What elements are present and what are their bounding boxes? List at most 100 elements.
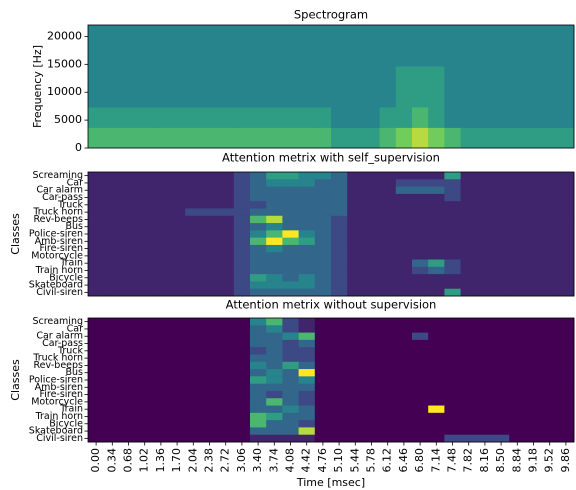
heatmap-cell bbox=[541, 383, 559, 392]
heatmap-cell bbox=[428, 376, 445, 385]
heatmap-cell bbox=[331, 45, 348, 67]
heatmap-cell bbox=[282, 193, 299, 202]
heatmap-cell bbox=[363, 201, 380, 209]
heatmap-cell bbox=[266, 259, 283, 268]
heatmap-cell bbox=[460, 259, 478, 268]
heatmap-cell bbox=[314, 369, 332, 377]
heatmap-cell bbox=[363, 107, 380, 128]
heatmap-cell bbox=[557, 127, 575, 149]
heatmap-cell bbox=[476, 45, 494, 67]
heatmap-cell bbox=[233, 390, 251, 399]
heatmap-cell bbox=[282, 186, 299, 195]
heatmap-cell bbox=[250, 405, 267, 414]
heatmap-cell bbox=[250, 318, 267, 326]
heatmap-cell bbox=[525, 376, 542, 385]
heatmap-cell bbox=[152, 420, 170, 428]
heatmap-cell bbox=[250, 339, 267, 348]
heatmap-cell bbox=[476, 86, 494, 108]
heatmap-cell bbox=[169, 208, 186, 217]
heatmap-cell bbox=[331, 347, 348, 355]
heatmap-cell bbox=[233, 376, 251, 385]
heatmap-cell bbox=[201, 208, 218, 217]
heatmap-cell bbox=[233, 266, 251, 275]
heatmap-cell bbox=[185, 361, 202, 370]
heatmap-cell bbox=[104, 383, 121, 392]
heatmap-cell bbox=[541, 434, 559, 443]
heatmap-cell bbox=[217, 172, 235, 180]
heatmap-cell bbox=[493, 107, 510, 128]
heatmap-cell bbox=[120, 237, 137, 246]
heatmap-cell bbox=[476, 244, 494, 253]
heatmap-cell bbox=[428, 274, 445, 282]
heatmap-cell bbox=[266, 347, 283, 355]
heatmap-cell bbox=[152, 390, 170, 399]
heatmap-cell bbox=[509, 369, 526, 377]
heatmap-cell bbox=[136, 332, 154, 341]
heatmap-cell bbox=[412, 237, 429, 246]
heatmap-cell bbox=[169, 405, 186, 414]
heatmap-cell bbox=[557, 193, 575, 202]
heatmap-cell bbox=[298, 420, 316, 428]
heatmap-cell bbox=[120, 230, 137, 239]
heatmap-cell bbox=[104, 252, 121, 260]
heatmap-cell bbox=[266, 201, 283, 209]
heatmap-cell bbox=[509, 354, 526, 363]
heatmap-cell bbox=[314, 361, 332, 370]
panel-title: Attention metrix without supervision bbox=[226, 298, 437, 312]
heatmap-cell bbox=[541, 318, 559, 326]
heatmap-cell bbox=[266, 252, 283, 260]
heatmap-cell bbox=[412, 354, 429, 363]
heatmap-cell bbox=[493, 66, 510, 87]
heatmap-cell bbox=[331, 369, 348, 377]
heatmap-cell bbox=[395, 332, 413, 341]
heatmap-cell bbox=[460, 390, 478, 399]
heatmap-cell bbox=[412, 274, 429, 282]
heatmap-cell bbox=[233, 354, 251, 363]
heatmap-cell bbox=[395, 361, 413, 370]
heatmap-cell bbox=[169, 107, 186, 128]
heatmap-cell bbox=[395, 434, 413, 443]
heatmap-cell bbox=[250, 266, 267, 275]
heatmap-cell bbox=[152, 172, 170, 180]
heatmap-cell bbox=[250, 376, 267, 385]
heatmap-cell bbox=[509, 420, 526, 428]
heatmap-cell bbox=[152, 383, 170, 392]
heatmap-cell bbox=[525, 186, 542, 195]
heatmap-cell bbox=[169, 259, 186, 268]
heatmap-cell bbox=[169, 325, 186, 333]
y-tick-label: Truck horn bbox=[32, 353, 83, 364]
heatmap-cell bbox=[395, 237, 413, 246]
heatmap-cell bbox=[557, 107, 575, 128]
heatmap-cell bbox=[266, 281, 283, 290]
heatmap-cell bbox=[266, 215, 283, 224]
heatmap-cell bbox=[152, 339, 170, 348]
heatmap-cell bbox=[379, 252, 397, 260]
heatmap-cell bbox=[88, 361, 105, 370]
heatmap-cell bbox=[233, 318, 251, 326]
heatmap-cell bbox=[217, 208, 235, 217]
heatmap-cell bbox=[266, 223, 283, 231]
heatmap-cell bbox=[347, 434, 364, 443]
heatmap-cell bbox=[541, 325, 559, 333]
heatmap-cell bbox=[347, 318, 364, 326]
heatmap-cell bbox=[266, 332, 283, 341]
heatmap-cell bbox=[379, 412, 397, 421]
heatmap-cell bbox=[525, 325, 542, 333]
heatmap-cell bbox=[460, 223, 478, 231]
heatmap-cell bbox=[250, 281, 267, 290]
heatmap-cell bbox=[217, 193, 235, 202]
heatmap-cell bbox=[379, 186, 397, 195]
heatmap-cell bbox=[169, 332, 186, 341]
heatmap-cell bbox=[201, 107, 218, 128]
heatmap-cell bbox=[152, 376, 170, 385]
heatmap-cell bbox=[347, 288, 364, 297]
heatmap-cell bbox=[428, 215, 445, 224]
heatmap-cell bbox=[428, 405, 445, 414]
heatmap-cell bbox=[412, 398, 429, 406]
heatmap-cell bbox=[525, 412, 542, 421]
heatmap-cell bbox=[266, 86, 283, 108]
heatmap-cell bbox=[395, 347, 413, 355]
heatmap-cell bbox=[120, 281, 137, 290]
heatmap-cell bbox=[185, 186, 202, 195]
heatmap-cell bbox=[201, 201, 218, 209]
